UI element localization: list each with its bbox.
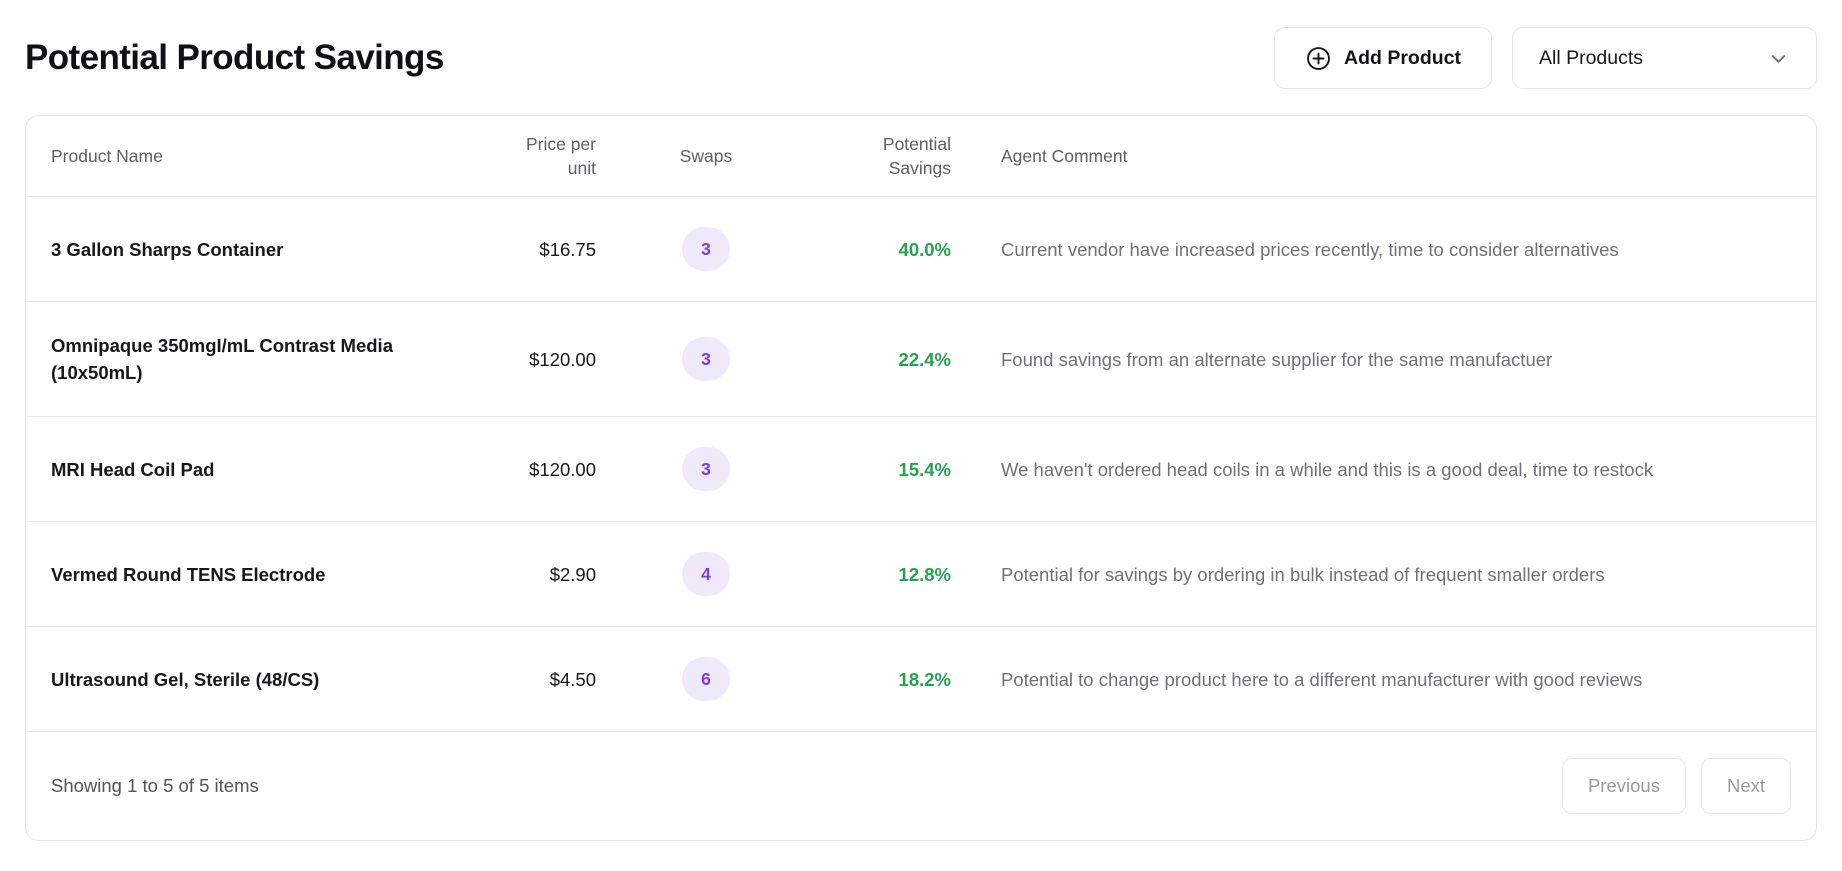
- agent-comment: We haven't ordered head coils in a while…: [1001, 458, 1654, 480]
- product-name: Vermed Round TENS Electrode: [51, 563, 326, 585]
- column-header-price-per-unit: Price per unit: [525, 134, 596, 178]
- swaps-cell: 3: [596, 447, 816, 491]
- agent-comment: Potential to change product here to a di…: [1001, 668, 1643, 690]
- table-row: Vermed Round TENS Electrode $2.90 4 12.8…: [26, 522, 1816, 627]
- pagination-summary: Showing 1 to 5 of 5 items: [51, 775, 259, 796]
- swaps-badge: 4: [682, 552, 730, 596]
- price-per-unit: $16.75: [539, 238, 596, 260]
- next-button[interactable]: Next: [1700, 758, 1791, 814]
- header-controls: Add Product All Products: [1274, 27, 1817, 89]
- table-row: MRI Head Coil Pad $120.00 3 15.4% We hav…: [26, 417, 1816, 522]
- plus-circle-icon: [1305, 45, 1332, 72]
- swaps-badge: 3: [682, 337, 730, 381]
- add-product-button[interactable]: Add Product: [1274, 27, 1492, 89]
- agent-comment: Found savings from an alternate supplier…: [1001, 348, 1553, 370]
- swaps-badge: 6: [682, 657, 730, 701]
- product-filter-value: All Products: [1539, 46, 1644, 69]
- product-name: MRI Head Coil Pad: [51, 458, 215, 480]
- column-header-product-name: Product Name: [51, 146, 163, 166]
- page-header: Potential Product Savings Add Product Al…: [25, 27, 1817, 89]
- add-product-label: Add Product: [1344, 46, 1461, 69]
- swaps-badge: 3: [682, 447, 730, 491]
- potential-savings: 12.8%: [898, 563, 951, 585]
- previous-button[interactable]: Previous: [1561, 758, 1686, 814]
- price-per-unit: $2.90: [549, 563, 596, 585]
- potential-savings: 22.4%: [898, 348, 951, 370]
- potential-savings: 18.2%: [898, 668, 951, 690]
- price-per-unit: $120.00: [529, 458, 596, 480]
- product-filter-dropdown[interactable]: All Products: [1512, 27, 1817, 89]
- swaps-badge: 3: [682, 227, 730, 271]
- table-row: Omnipaque 350mgI/mL Contrast Media (10x5…: [26, 302, 1816, 417]
- product-name: 3 Gallon Sharps Container: [51, 238, 284, 260]
- column-header-agent-comment: Agent Comment: [1001, 146, 1128, 166]
- agent-comment: Potential for savings by ordering in bul…: [1001, 563, 1605, 585]
- agent-comment: Current vendor have increased prices rec…: [1001, 238, 1619, 260]
- page-title: Potential Product Savings: [25, 38, 444, 77]
- swaps-cell: 3: [596, 227, 816, 271]
- swaps-cell: 6: [596, 657, 816, 701]
- potential-savings: 15.4%: [898, 458, 951, 480]
- price-per-unit: $4.50: [549, 668, 596, 690]
- column-header-swaps: Swaps: [679, 146, 733, 166]
- swaps-cell: 4: [596, 552, 816, 596]
- pagination-controls: Previous Next: [1561, 758, 1791, 814]
- chevron-down-icon: [1767, 47, 1790, 70]
- table-row: Ultrasound Gel, Sterile (48/CS) $4.50 6 …: [26, 627, 1816, 732]
- table-footer: Showing 1 to 5 of 5 items Previous Next: [26, 732, 1816, 840]
- table-header-row: Product Name Price per unit Swaps Potent…: [26, 116, 1816, 197]
- price-per-unit: $120.00: [529, 348, 596, 370]
- product-name: Omnipaque 350mgI/mL Contrast Media (10x5…: [51, 335, 393, 383]
- savings-table-card: Product Name Price per unit Swaps Potent…: [25, 115, 1817, 841]
- table-row: 3 Gallon Sharps Container $16.75 3 40.0%…: [26, 197, 1816, 302]
- column-header-potential-savings: Potential Savings: [882, 134, 951, 178]
- swaps-cell: 3: [596, 337, 816, 381]
- potential-savings: 40.0%: [898, 238, 951, 260]
- product-name: Ultrasound Gel, Sterile (48/CS): [51, 668, 320, 690]
